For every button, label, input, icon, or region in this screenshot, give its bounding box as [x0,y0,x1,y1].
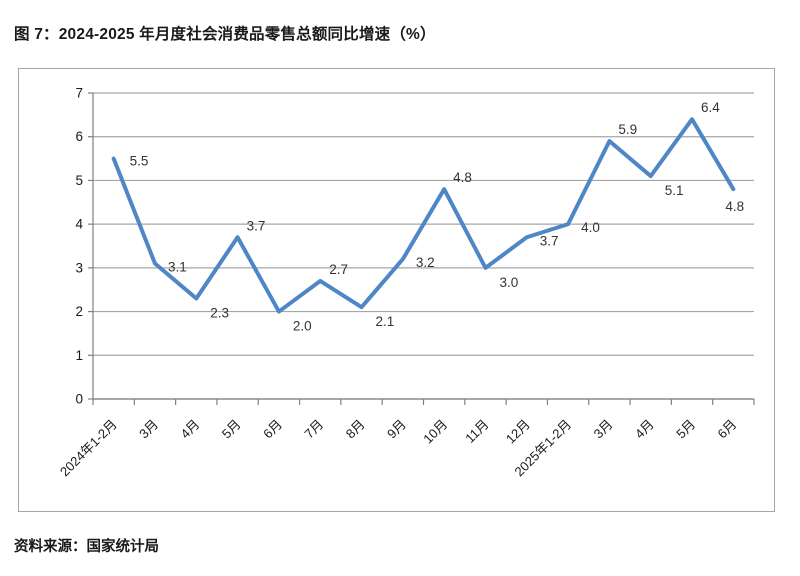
data-point-label: 3.7 [247,218,266,233]
y-tick-label: 6 [75,129,83,144]
data-point-label: 3.1 [168,259,187,274]
chart-frame: 0 1 2 3 4 5 6 7 2024年1-2月 3月 4月 5月 6月 7月 8月 9月 10月 11月 12月… [18,68,775,512]
chart-title: 图 7：2024-2025 年月度社会消费品零售总额同比增速（%） [14,26,436,43]
y-tick-label: 7 [75,86,83,101]
x-tick-labels: 2024年1-2月 3月 4月 5月 6月 7月 8月 9月 10月 11月 12月2025年1-2… [57,399,755,480]
x-tick-label: 4月 [177,417,202,442]
data-point-label: 5.9 [618,122,637,137]
data-point-label: 4.0 [581,220,600,235]
data-point-label: 3.2 [416,255,435,270]
x-tick-label: 9月 [384,417,409,442]
data-point-label: 3.7 [540,233,559,248]
y-tick-labels: 0 1 2 3 4 5 6 7 [75,86,83,407]
x-tick-label: 3月 [591,417,616,442]
source-note: 资料来源：国家统计局 [14,539,159,555]
data-labels: 5.5 3.1 2.3 3.7 2.0 2.7 2.1 3.2 4.8 3.0 3.7 4.0 5.9 5… [130,100,744,333]
x-tick-label: 8月 [343,417,368,442]
line-chart: 0 1 2 3 4 5 6 7 2024年1-2月 3月 4月 5月 6月 7月 8月 9月 10月 11月 12月… [57,86,755,480]
x-tick-label: 6月 [260,417,285,442]
data-point-label: 6.4 [701,100,720,115]
data-point-label: 3.0 [499,275,518,290]
y-tick-label: 2 [75,304,83,319]
series-line [111,117,736,314]
data-point-label: 2.1 [376,314,395,329]
x-tick-label: 7月 [301,417,326,442]
data-point-label: 2.0 [293,319,312,334]
y-tick-label: 4 [75,217,83,232]
x-tick-label: 6月 [715,417,740,442]
x-tick-label: 12月 [503,417,533,447]
data-point-label: 5.5 [130,154,149,169]
x-tick-label: 4月 [632,417,657,442]
data-point-label: 2.7 [329,262,348,277]
x-tick-label: 2024年1-2月 [57,417,120,480]
gridlines [88,92,754,400]
y-tick-label: 1 [75,348,83,363]
x-tick-label: 10月 [420,417,450,447]
x-tick-label: 11月 [462,417,491,446]
y-tick-label: 3 [75,260,83,275]
data-point-label: 4.8 [453,170,472,185]
y-tick-label: 5 [75,173,83,188]
x-tick-label: 3月 [136,417,161,442]
data-point-label: 2.3 [210,305,229,320]
x-tick-label: 5月 [673,417,698,442]
y-tick-label: 0 [75,392,83,407]
data-point-label: 4.8 [725,199,744,214]
data-point-label: 5.1 [665,183,684,198]
x-tick-label: 5月 [219,417,244,442]
